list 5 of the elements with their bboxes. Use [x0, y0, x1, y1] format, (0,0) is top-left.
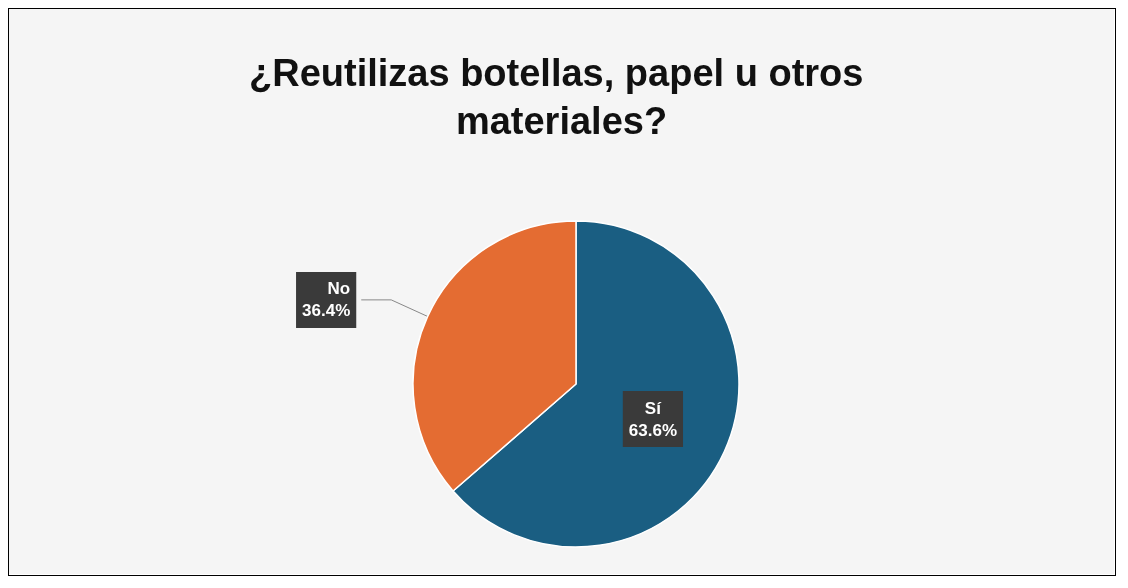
data-label: 63.6%: [628, 420, 678, 440]
slice-label: Sí: [644, 398, 663, 418]
data-label: 36.4%: [302, 301, 351, 321]
chart-title: ¿Reutilizas botellas, papel u otros materiales?: [249, 52, 874, 142]
slice-label: No: [327, 279, 351, 299]
